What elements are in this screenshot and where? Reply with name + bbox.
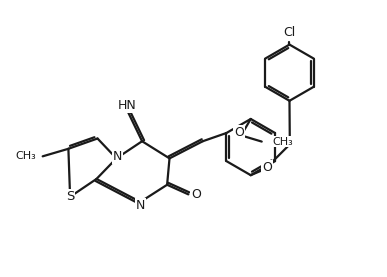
Text: CH₃: CH₃	[273, 137, 293, 147]
Text: HN: HN	[117, 99, 136, 112]
Text: O: O	[235, 126, 244, 139]
Text: Cl: Cl	[283, 26, 296, 39]
Text: S: S	[66, 190, 74, 203]
Text: O: O	[262, 161, 272, 174]
Text: N: N	[113, 150, 122, 163]
Text: CH₃: CH₃	[16, 151, 36, 161]
Text: N: N	[136, 199, 145, 212]
Text: O: O	[191, 188, 201, 201]
